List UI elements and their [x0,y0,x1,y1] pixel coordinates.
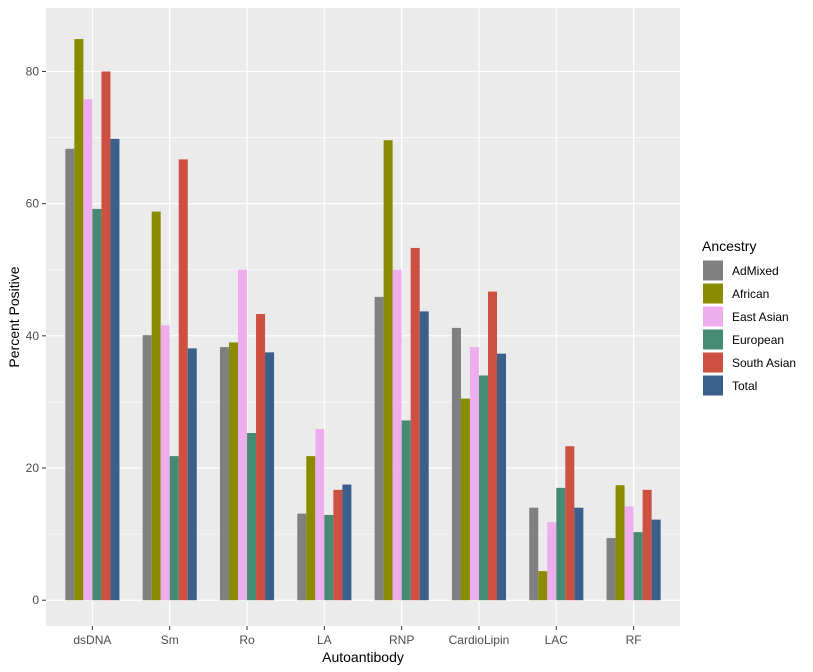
bar-south-asian-rf [642,489,652,601]
bar-south-asian-cardiolipin [487,291,498,601]
x-tick-label: LAC [545,633,569,647]
bar-european-cardiolipin [478,375,488,601]
legend-key [703,329,723,350]
legend-key [703,306,723,327]
bar-south-asian-lac [565,446,575,601]
bar-admixed-lac [529,507,539,601]
bar-european-rf [633,532,643,601]
bar-south-asian-dsdna [101,71,111,601]
bar-european-la [324,514,334,601]
plot-panel [46,8,680,626]
bar-admixed-ro [219,347,229,601]
y-tick-label: 60 [26,197,40,211]
bar-east-asian-ro [238,269,248,601]
legend-key [703,352,723,373]
bar-african-sm [151,211,161,601]
legend-label: African [732,287,769,301]
bar-european-rnp [401,420,411,601]
legend-label: South Asian [732,356,796,370]
bar-total-sm [187,348,197,601]
bar-european-lac [556,487,566,601]
bar-african-cardiolipin [460,398,470,601]
y-tick-label: 0 [32,593,39,607]
bar-south-asian-rnp [410,247,420,601]
bar-african-rf [615,485,625,601]
bar-east-asian-sm [160,325,170,601]
bar-admixed-cardiolipin [451,327,461,601]
bar-total-ro [265,352,275,601]
bar-east-asian-lac [547,522,557,601]
x-tick-label: RF [626,633,642,647]
bar-european-dsdna [92,208,102,601]
y-axis-title: Percent Positive [6,266,22,367]
bar-total-la [342,484,352,601]
x-tick-label: CardioLipin [449,633,510,647]
x-tick-label: RNP [389,633,414,647]
y-tick-label: 20 [26,461,40,475]
bar-total-dsdna [110,138,120,601]
bar-east-asian-rf [624,506,634,601]
bar-east-asian-dsdna [83,99,93,601]
bar-african-rnp [383,140,393,601]
bar-south-asian-ro [256,314,266,601]
bar-admixed-la [297,513,307,601]
bars [65,39,661,601]
x-tick-label: Sm [161,633,179,647]
bar-total-rnp [419,311,429,601]
legend: Ancestry AdMixed African East Asian Europea… [702,238,796,396]
legend-label: AdMixed [732,264,779,278]
x-axis-title: Autoantibody [322,649,404,665]
bar-south-asian-la [333,489,343,601]
bar-south-asian-sm [178,159,188,601]
y-tick-label: 40 [26,329,40,343]
x-axis: dsDNA Sm Ro LA RNP CardioLipin LAC RF [73,626,642,647]
legend-key [703,283,723,304]
legend-key [703,260,723,281]
bar-admixed-dsdna [65,148,75,601]
x-tick-label: LA [317,633,332,647]
legend-key [703,375,723,396]
legend-label: Total [732,379,757,393]
bar-african-ro [228,342,239,601]
bar-african-dsdna [74,39,84,601]
legend-label: European [732,333,784,347]
bar-african-lac [538,571,548,601]
bar-european-sm [169,456,179,601]
legend-title: Ancestry [702,238,756,254]
bar-east-asian-rnp [392,269,402,601]
bar-african-la [306,456,316,601]
bar-admixed-sm [142,335,152,601]
y-axis: 0 20 40 60 80 [26,64,46,607]
bar-east-asian-la [315,429,325,601]
bar-total-cardiolipin [497,353,507,601]
x-tick-label: dsDNA [73,633,111,647]
bar-east-asian-cardiolipin [469,347,479,601]
bar-european-ro [247,432,257,601]
y-tick-label: 80 [26,64,40,78]
bar-total-lac [574,507,584,601]
bar-admixed-rnp [374,296,384,601]
bar-total-rf [651,519,661,601]
x-tick-label: Ro [239,633,255,647]
legend-label: East Asian [732,310,789,324]
bar-admixed-rf [606,538,616,601]
